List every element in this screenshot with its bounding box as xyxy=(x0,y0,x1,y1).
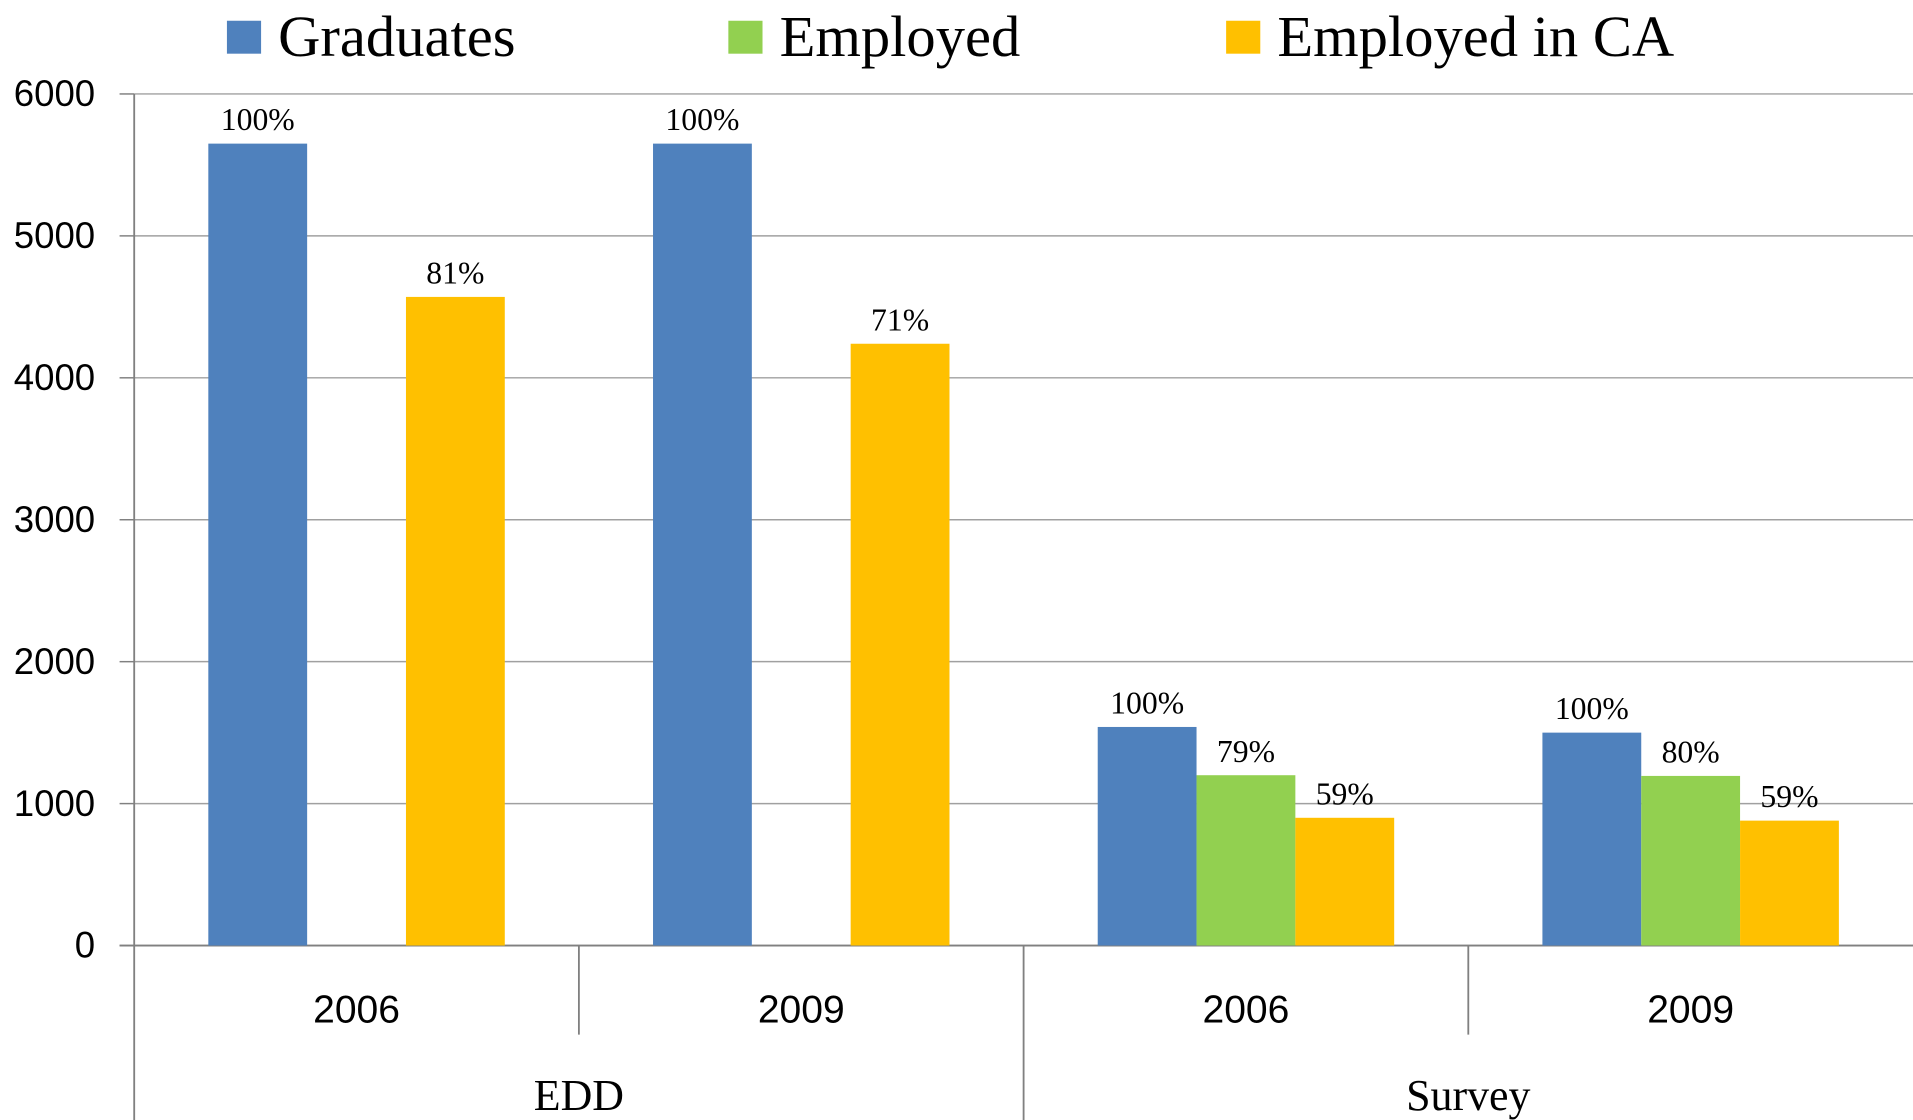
legend-label: Graduates xyxy=(278,4,515,69)
y-tick-label: 3000 xyxy=(14,499,95,540)
bar xyxy=(1196,775,1296,946)
data-label: 100% xyxy=(221,102,295,137)
bar xyxy=(1542,732,1642,946)
x-tick-label: 2009 xyxy=(758,988,845,1031)
bar xyxy=(405,296,505,946)
legend-label: Employed in CA xyxy=(1277,4,1674,69)
legend-swatch xyxy=(1226,20,1261,54)
data-label: 81% xyxy=(426,255,484,290)
y-tick-label: 1000 xyxy=(14,783,95,824)
bar xyxy=(1097,726,1197,946)
y-tick-label: 4000 xyxy=(14,357,95,398)
bar xyxy=(653,143,752,946)
data-label: 80% xyxy=(1662,735,1720,770)
data-label: 100% xyxy=(1555,691,1629,726)
y-tick-label: 2000 xyxy=(14,641,95,682)
x-tick-label: 2009 xyxy=(1647,988,1734,1031)
group-label: EDD xyxy=(534,1071,624,1120)
x-tick-label: 2006 xyxy=(313,988,400,1031)
legend-label: Employed xyxy=(780,4,1021,69)
data-label: 79% xyxy=(1217,734,1275,769)
data-label: 59% xyxy=(1760,779,1818,814)
bar xyxy=(1641,775,1741,946)
legend-swatch xyxy=(728,20,763,54)
group-label: Survey xyxy=(1406,1071,1530,1120)
bar xyxy=(208,143,308,946)
x-tick-label: 2006 xyxy=(1203,988,1290,1031)
y-tick-label: 6000 xyxy=(14,73,95,114)
legend-swatch xyxy=(226,20,262,54)
bar xyxy=(1295,817,1395,946)
data-label: 59% xyxy=(1316,776,1374,811)
bar xyxy=(850,343,950,946)
y-tick-label: 5000 xyxy=(14,215,95,256)
data-label: 100% xyxy=(1110,686,1184,721)
data-label: 100% xyxy=(665,102,739,137)
data-label: 71% xyxy=(871,302,929,337)
bar xyxy=(1740,820,1839,946)
y-tick-label: 0 xyxy=(75,925,95,966)
